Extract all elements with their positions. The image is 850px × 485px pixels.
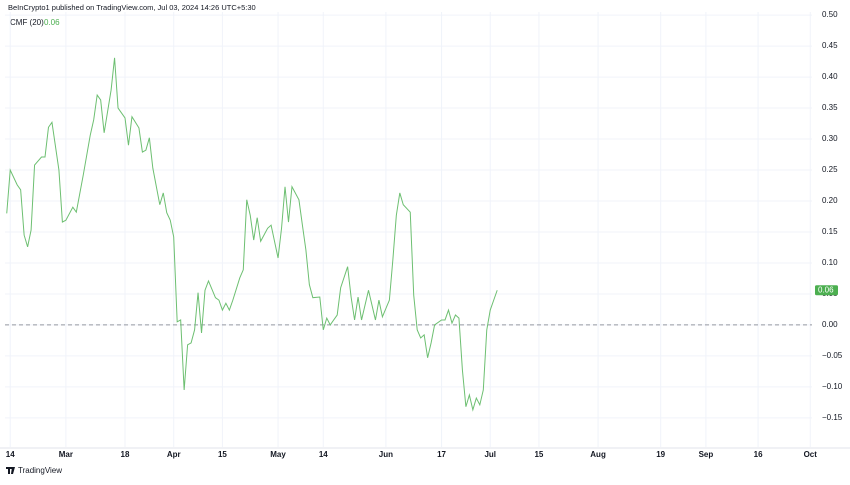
last-value-label: 0.06 — [818, 285, 834, 294]
x-tick-label: Aug — [590, 450, 606, 459]
last-value-box — [815, 285, 838, 296]
y-tick-label: −0.10 — [822, 382, 843, 391]
x-tick-label: 14 — [6, 450, 15, 459]
y-tick-label: 0.20 — [822, 196, 838, 205]
y-tick-label: −0.15 — [822, 413, 843, 422]
footer-logo: TradingView — [6, 466, 62, 475]
indicator-name: CMF (20) — [10, 18, 44, 27]
x-tick-label: Mar — [59, 450, 73, 459]
x-tick-label: 16 — [754, 450, 763, 459]
x-tick-label: Sep — [699, 450, 714, 459]
footer-text: TradingView — [18, 466, 62, 475]
cmf-line — [6, 57, 498, 412]
x-tick-label: 18 — [121, 450, 130, 459]
x-tick-label: 15 — [218, 450, 227, 459]
y-tick-label: 0.25 — [822, 165, 838, 174]
publisher-header: BeInCrypto1 published on TradingView.com… — [8, 3, 256, 12]
logo-icon — [6, 467, 15, 474]
x-tick-label: Apr — [167, 450, 181, 459]
x-tick-label: 15 — [534, 450, 543, 459]
x-tick-label: 17 — [437, 450, 446, 459]
y-tick-label: 0.45 — [822, 41, 838, 50]
y-tick-label: 0.35 — [822, 103, 838, 112]
x-tick-label: Jul — [484, 450, 496, 459]
x-tick-label: Jun — [379, 450, 393, 459]
y-tick-label: −0.05 — [822, 351, 843, 360]
y-tick-label: 0.40 — [822, 72, 838, 81]
x-tick-label: May — [270, 450, 286, 459]
x-tick-label: Oct — [804, 450, 818, 459]
y-tick-label: 0.15 — [822, 227, 838, 236]
y-tick-label: 0.50 — [822, 10, 838, 19]
x-tick-label: 19 — [656, 450, 665, 459]
y-tick-label: 0.10 — [822, 258, 838, 267]
y-tick-label: 0.30 — [822, 134, 838, 143]
indicator-value: 0.06 — [44, 18, 60, 27]
x-tick-label: 14 — [319, 450, 328, 459]
y-tick-label: 0.00 — [822, 320, 838, 329]
